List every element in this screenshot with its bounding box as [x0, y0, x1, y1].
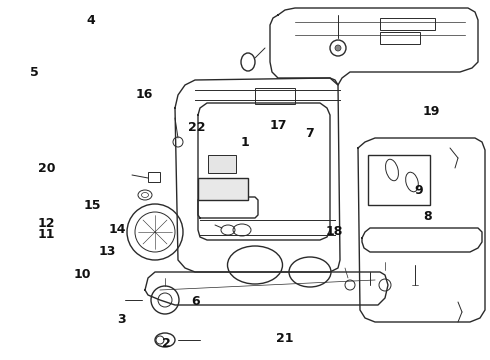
Text: 6: 6 — [192, 295, 200, 308]
Text: 19: 19 — [422, 105, 440, 118]
Text: 16: 16 — [136, 88, 153, 101]
Bar — [148, 172, 160, 182]
Bar — [368, 155, 430, 205]
Circle shape — [335, 45, 341, 51]
Text: 18: 18 — [325, 225, 343, 238]
Text: 8: 8 — [423, 210, 432, 222]
Bar — [198, 178, 248, 200]
Text: 1: 1 — [241, 136, 249, 149]
Text: 9: 9 — [415, 184, 423, 197]
Text: 13: 13 — [98, 246, 116, 258]
Text: 21: 21 — [276, 332, 294, 345]
Text: 11: 11 — [38, 228, 55, 241]
Text: 15: 15 — [83, 199, 101, 212]
Text: 17: 17 — [270, 119, 287, 132]
Text: 2: 2 — [162, 337, 171, 350]
Bar — [380, 32, 420, 44]
Text: 12: 12 — [38, 217, 55, 230]
Text: 5: 5 — [30, 66, 39, 78]
Text: 3: 3 — [117, 313, 126, 326]
Bar — [255, 88, 295, 104]
Text: 20: 20 — [38, 162, 55, 175]
Text: 22: 22 — [188, 121, 206, 134]
Text: 10: 10 — [74, 268, 91, 281]
Text: 4: 4 — [86, 14, 95, 27]
Bar — [380, 18, 435, 30]
Text: 14: 14 — [109, 223, 126, 236]
Bar — [208, 155, 236, 173]
Text: 7: 7 — [305, 127, 314, 140]
